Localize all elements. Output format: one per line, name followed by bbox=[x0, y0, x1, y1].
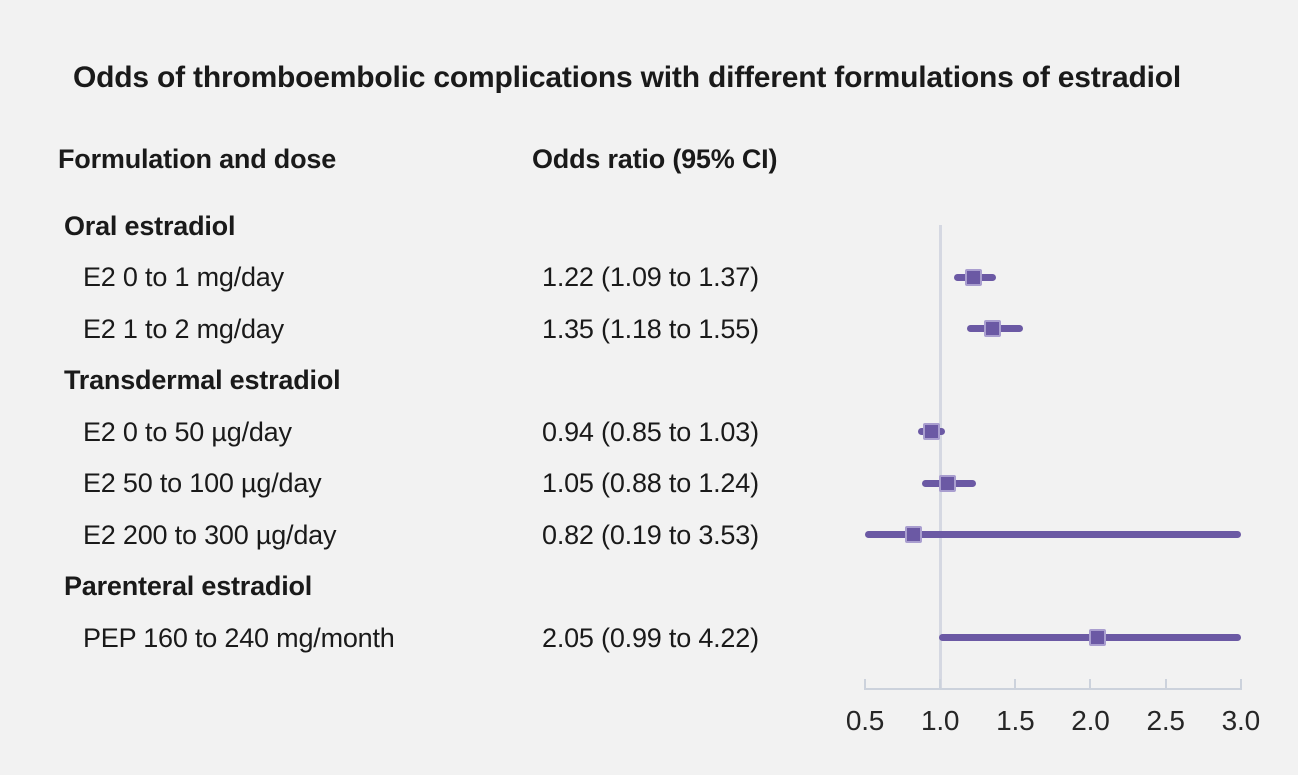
ci-line bbox=[865, 531, 1241, 538]
axis-tick-label: 0.5 bbox=[845, 705, 885, 736]
row-label: E2 50 to 100 µg/day bbox=[83, 468, 322, 498]
column-header-odds-ratio: Odds ratio (95% CI) bbox=[532, 144, 778, 174]
axis-tick-label: 2.5 bbox=[1146, 705, 1185, 736]
row-label: E2 0 to 1 mg/day bbox=[83, 262, 284, 292]
row-label: E2 0 to 50 µg/day bbox=[83, 416, 292, 447]
odds-ratio-value: 0.82 (0.19 to 3.53) bbox=[542, 519, 759, 550]
axis-tick bbox=[939, 679, 942, 690]
axis-tick bbox=[1239, 679, 1242, 690]
odds-ratio-value: 1.35 (1.18 to 1.55) bbox=[542, 313, 759, 344]
reference-line-1 bbox=[938, 225, 942, 689]
axis-tick bbox=[1164, 679, 1167, 690]
point-estimate-square bbox=[1089, 629, 1107, 646]
axis-tick-label: 1.5 bbox=[996, 705, 1035, 736]
group-label: Transdermal estradiol bbox=[64, 365, 341, 395]
point-estimate-square bbox=[922, 423, 940, 440]
axis-tick-label: 3.0 bbox=[1221, 705, 1261, 736]
axis-tick-label: 1.0 bbox=[920, 705, 960, 736]
axis-tick bbox=[1014, 679, 1017, 690]
axis-tick-label: 2.0 bbox=[1071, 705, 1110, 736]
row-label: E2 200 to 300 µg/day bbox=[83, 519, 337, 550]
row-label: E2 1 to 2 mg/day bbox=[83, 313, 284, 344]
point-estimate-square bbox=[939, 474, 957, 492]
figure-title: Odds of thromboembolic complications wit… bbox=[73, 61, 1181, 94]
odds-ratio-value: 0.94 (0.85 to 1.03) bbox=[542, 416, 759, 447]
point-estimate-square bbox=[964, 268, 982, 286]
axis-tick bbox=[1089, 679, 1092, 690]
point-estimate-square bbox=[904, 526, 922, 543]
row-label: PEP 160 to 240 mg/month bbox=[83, 622, 395, 653]
axis-tick bbox=[864, 679, 866, 690]
odds-ratio-value: 1.05 (0.88 to 1.24) bbox=[542, 468, 759, 498]
odds-ratio-value: 1.22 (1.09 to 1.37) bbox=[542, 262, 759, 292]
odds-ratio-value: 2.05 (0.99 to 4.22) bbox=[542, 622, 759, 653]
group-label: Oral estradiol bbox=[64, 210, 236, 241]
point-estimate-square bbox=[984, 320, 1002, 337]
group-label: Parenteral estradiol bbox=[64, 571, 313, 601]
column-header-formulation: Formulation and dose bbox=[58, 144, 337, 174]
x-axis-line bbox=[864, 688, 1242, 690]
